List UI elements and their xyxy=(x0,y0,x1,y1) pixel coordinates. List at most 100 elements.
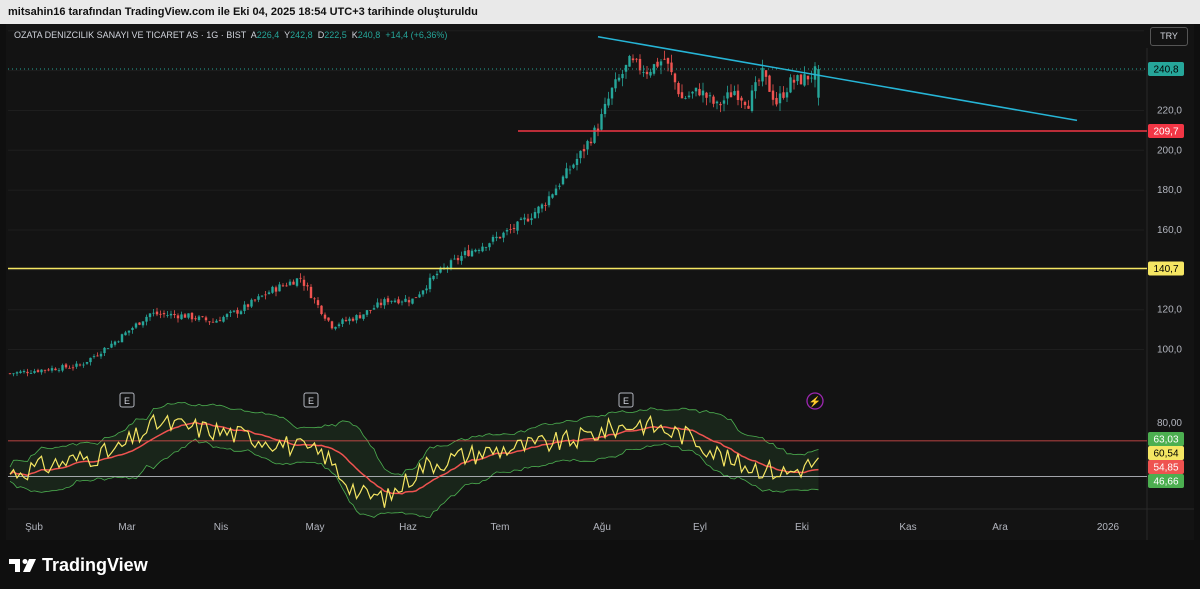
candle-body xyxy=(747,105,750,109)
open-value: 226,4 xyxy=(256,30,280,40)
candle-body xyxy=(211,321,215,323)
candle-body xyxy=(484,247,488,249)
candle-body xyxy=(285,285,288,287)
candle-body xyxy=(306,285,309,287)
candle-body xyxy=(341,319,344,324)
y-tick-label: 160,0 xyxy=(1157,225,1182,236)
earnings-label: E xyxy=(308,396,314,406)
candle-body xyxy=(250,299,253,307)
candle-body xyxy=(764,70,768,77)
candle-body xyxy=(400,301,404,303)
candle-body xyxy=(635,58,638,60)
rsi-lower-band xyxy=(9,438,819,518)
candle-body xyxy=(407,300,411,303)
earnings-marker xyxy=(303,392,319,408)
x-tick-label: 2026 xyxy=(1097,522,1120,533)
x-tick-label: Ağu xyxy=(593,522,611,533)
candle-body xyxy=(558,185,561,187)
candle-body xyxy=(533,212,537,219)
rsi-upper-band xyxy=(9,402,819,476)
candle-body xyxy=(71,367,75,369)
candle-body xyxy=(222,316,225,322)
candle-body xyxy=(187,313,190,318)
candle-body xyxy=(103,347,106,354)
candle-body xyxy=(82,364,85,366)
candle-body xyxy=(110,343,113,348)
candle-body xyxy=(705,92,708,98)
candle-body xyxy=(264,294,267,296)
candle-body xyxy=(176,315,180,319)
candle-body xyxy=(456,258,460,261)
candle-body xyxy=(292,281,295,285)
price-label-box xyxy=(1148,261,1184,276)
candle-body xyxy=(624,64,628,72)
candle-body xyxy=(792,79,796,83)
x-tick-label: Mar xyxy=(118,522,136,533)
candle-body xyxy=(481,246,484,252)
candle-body xyxy=(295,278,299,286)
candle-body xyxy=(460,255,463,261)
candle-body xyxy=(425,288,428,291)
candle-body xyxy=(99,353,103,357)
candle-body xyxy=(15,372,19,374)
candle-body xyxy=(782,92,785,98)
earnings-label: E xyxy=(623,396,629,406)
candle-body xyxy=(397,299,400,304)
candle-body xyxy=(12,373,15,375)
candle-body xyxy=(498,236,502,239)
candle-body xyxy=(652,64,656,74)
candle-body xyxy=(418,294,421,298)
candle-body xyxy=(323,314,327,319)
candle-body xyxy=(733,91,736,96)
candle-body xyxy=(239,311,243,315)
candle-body xyxy=(586,141,589,150)
candle-body xyxy=(386,298,390,303)
candle-body xyxy=(134,323,138,328)
symbol-name: OZATA DENIZCILIK SANAYI VE TICARET AS · … xyxy=(14,30,247,40)
symbol-info: OZATA DENIZCILIK SANAYI VE TICARET AS · … xyxy=(14,30,447,40)
candle-body xyxy=(208,321,211,323)
candle-body xyxy=(330,321,334,329)
candle-body xyxy=(435,273,439,276)
price-label: 209,7 xyxy=(1153,126,1178,137)
candle-body xyxy=(148,313,152,318)
candle-body xyxy=(313,298,316,300)
brand-logo: TradingView xyxy=(8,553,148,577)
candle-body xyxy=(701,90,705,96)
candle-body xyxy=(789,77,792,93)
candle-body xyxy=(229,311,232,313)
currency-button[interactable]: TRY xyxy=(1150,27,1188,46)
candle-body xyxy=(715,101,719,104)
candle-body xyxy=(204,317,208,321)
candle-body xyxy=(61,365,64,371)
candle-body xyxy=(155,311,159,315)
x-tick-label: Eki xyxy=(795,522,809,533)
candle-body xyxy=(719,103,722,106)
candle-body xyxy=(180,314,183,320)
y-tick-label: 100,0 xyxy=(1157,345,1182,356)
candle-body xyxy=(50,368,54,371)
candle-body xyxy=(267,292,271,295)
candle-body xyxy=(166,315,169,316)
candle-body xyxy=(663,58,666,60)
candle-body xyxy=(817,69,820,98)
candle-body xyxy=(806,75,810,80)
candle-body xyxy=(477,249,481,251)
candle-body xyxy=(124,332,127,336)
candle-body xyxy=(36,370,40,372)
candle-body xyxy=(92,356,96,358)
candle-body xyxy=(337,324,341,327)
open-label: A xyxy=(250,30,257,40)
candle-body xyxy=(225,314,229,317)
candle-body xyxy=(253,299,257,301)
y-tick-label: 200,0 xyxy=(1157,145,1182,156)
price-label-box xyxy=(1148,123,1184,138)
candle-body xyxy=(365,310,369,315)
last-price-box xyxy=(1148,62,1184,77)
candle-body xyxy=(383,299,386,306)
candle-body xyxy=(257,296,260,300)
candle-body xyxy=(495,236,498,239)
candle-body xyxy=(246,304,250,307)
candle-body xyxy=(463,251,467,256)
candle-body xyxy=(621,73,624,79)
